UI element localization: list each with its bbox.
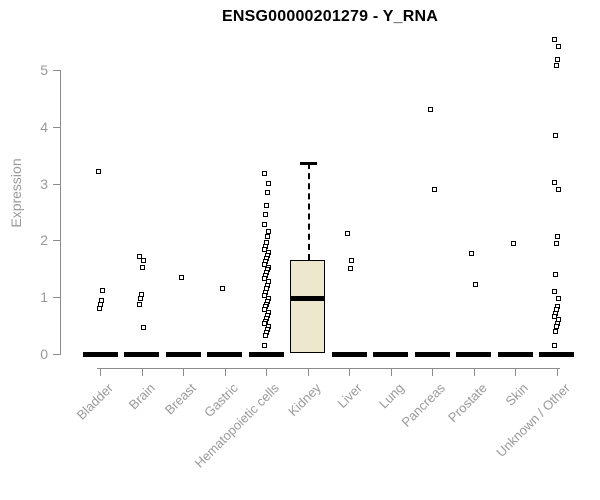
x-tick [141,368,143,376]
data-point [261,292,267,298]
x-tick [183,368,184,376]
data-point [344,230,350,236]
zero-bar [124,351,159,357]
zero-bar [497,351,533,357]
y-tick-label: 1 [40,289,48,306]
zero-bar [456,351,491,357]
data-point [141,257,146,263]
data-point [556,187,561,193]
zero-bar [414,351,450,357]
data-point [553,271,558,277]
data-point [554,62,559,68]
data-point [261,246,267,252]
data-point [555,56,560,62]
zero-bar [165,351,201,357]
chart-title: ENSG00000201279 - Y_RNA [222,8,438,25]
data-point [348,258,354,264]
y-tick-label: 4 [40,118,48,135]
data-point [220,286,225,292]
data-point [178,274,184,280]
data-point [261,342,267,348]
x-tick [100,368,101,376]
data-point [262,332,268,338]
zero-bar [82,351,118,357]
data-point [552,179,557,185]
data-point [556,296,561,302]
y-tick [53,297,60,299]
y-axis-line [60,70,61,355]
y-tick [53,354,60,355]
data-point [263,202,269,208]
data-point [555,233,560,239]
zero-bar [207,351,242,357]
data-point [556,43,561,49]
whisker-line [307,162,310,260]
data-point [552,314,557,319]
data-point [261,221,267,227]
data-point [510,240,516,246]
x-tick [473,368,475,376]
data-point [96,306,102,312]
y-tick-label: 5 [40,62,48,78]
data-point [473,281,478,287]
x-tick [224,368,226,376]
data-point [553,132,558,138]
data-point [138,295,143,301]
y-tick-label: 3 [40,175,48,192]
y-tick-label: 0 [40,346,48,362]
x-tick [307,368,309,376]
data-point [554,240,559,246]
x-tick [390,368,392,376]
x-tick [432,368,433,376]
data-point [98,297,104,303]
data-point [347,266,353,272]
data-point [261,275,267,281]
x-tick [515,368,516,376]
x-axis-line [97,368,560,369]
data-point [469,250,474,256]
data-point [431,186,437,192]
data-point [265,181,271,187]
y-tick [53,126,60,128]
y-tick [53,240,60,242]
data-point [95,168,101,174]
data-point [137,301,142,307]
data-point [552,37,557,43]
zero-bar [539,351,574,357]
data-point [261,261,267,267]
zero-bar [248,351,284,357]
data-point [140,265,145,271]
data-point [553,328,558,334]
x-tick [349,368,350,376]
zero-bar [331,351,367,357]
whisker-cap [299,161,317,165]
data-point [141,325,146,331]
data-point [264,234,270,240]
y-tick-label: 2 [40,232,48,249]
data-point [265,228,271,234]
zero-bar [373,351,408,357]
data-point [137,253,142,259]
x-tick [556,368,558,376]
data-point [261,170,267,176]
data-point [261,321,267,327]
y-tick [53,183,60,185]
data-point [99,287,105,293]
data-point [427,107,433,113]
data-point [264,190,270,196]
box-median-line [290,296,325,302]
box-plot [290,259,325,353]
x-tick [266,368,267,376]
data-point [262,212,268,218]
data-point [261,307,267,313]
data-point [552,289,557,295]
data-point [552,342,557,348]
data-point [554,324,559,330]
y-tick [53,70,60,71]
